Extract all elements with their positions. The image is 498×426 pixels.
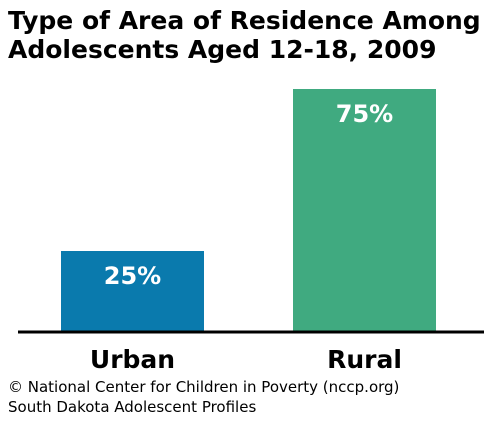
labels-layer: 25% Urban 75% Rural (90, 100, 402, 374)
source-note: South Dakota Adolescent Profiles (8, 398, 257, 416)
chart-title-line-1: Type of Area of Residence Among (8, 6, 481, 35)
category-label-rural: Rural (327, 345, 402, 374)
value-label-urban: 25% (104, 262, 161, 290)
copyright-credit: © National Center for Children in Povert… (8, 378, 400, 396)
chart-title: Type of Area of Residence Among Adolesce… (8, 6, 488, 64)
bars-layer (61, 89, 436, 332)
bar-rural (293, 89, 436, 332)
chart-title-line-2: Adolescents Aged 12-18, 2009 (8, 35, 437, 64)
category-label-urban: Urban (90, 345, 175, 374)
bar-urban (61, 251, 204, 332)
value-label-rural: 75% (336, 100, 393, 128)
